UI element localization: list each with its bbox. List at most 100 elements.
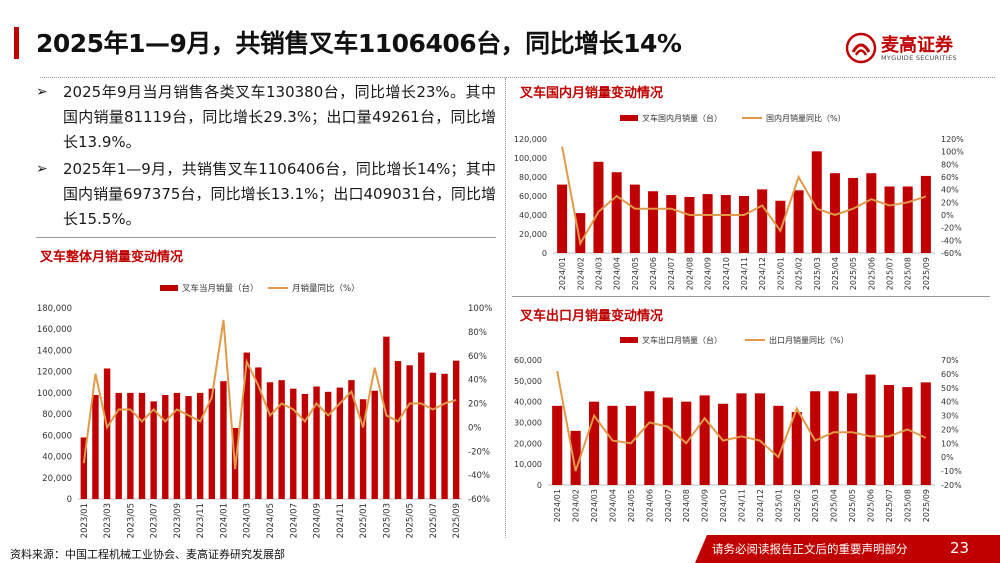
bullet-arrow-icon: ➢ [36,161,48,177]
x-tick-label: 2023/09 [173,503,183,538]
bar [684,196,695,253]
x-tick-label: 2025/04 [830,489,839,522]
y2-tick-label: 60% [941,370,959,379]
x-tick-label: 2024/04 [613,257,622,290]
bar [607,405,618,485]
x-tick-label: 2025/09 [922,489,931,522]
x-tick-label: 2024/03 [243,503,253,538]
export-panel-title: 叉车出口月销量变动情况 [520,309,664,324]
x-tick-label: 2024/04 [609,489,618,522]
y-tick-label: 60,000 [42,431,72,441]
x-tick-label: 2025/02 [795,257,804,290]
bar [570,430,581,485]
x-tick-label: 2024/09 [701,489,710,522]
x-tick-label: 2025/07 [885,489,894,522]
y-tick-label: 10,000 [514,460,542,469]
y-tick-label: 40,000 [42,453,72,463]
x-tick-label: 2025/01 [359,503,369,538]
x-tick-label: 2024/01 [558,257,567,290]
y2-tick-label: 20% [941,425,959,434]
legend-bar-label: 叉车出口月销量（台） [642,335,722,345]
bar [324,391,332,499]
x-tick-label: 2025/08 [903,489,912,522]
footer-disclaimer: 请务必阅读报告正文后的重要声明部分 [712,542,908,556]
bar [80,437,88,499]
bar [828,391,839,485]
bullet-text: 2025年1—9月，共销售叉车1106406台，同比增长14%；其中国内销量69… [63,160,496,228]
x-tick-label: 2025/07 [429,503,439,538]
bar [383,336,390,499]
bullet-arrow-icon: ➢ [36,84,48,100]
yoy-line [556,370,927,472]
x-tick-label: 2025/03 [811,489,820,522]
bar [301,393,309,499]
x-tick-label: 2024/07 [289,503,299,538]
bar [348,380,355,499]
bar [255,367,262,499]
x-tick-label: 2024/08 [685,257,694,290]
bar [429,372,437,499]
bar [629,184,640,253]
bullet-text: 2025年9月当月销售各类叉车130380台，同比增长23%。其中国内销量811… [63,83,496,151]
y-tick-label: 180,000 [37,304,72,314]
y-tick-label: 120,000 [514,135,547,144]
y2-tick-label: 100% [468,304,492,314]
bar [452,360,460,499]
y2-tick-label: 20% [941,198,959,207]
y2-tick-label: 40% [941,186,959,195]
bar [127,392,134,499]
bar [394,361,402,499]
x-tick-label: 2024/07 [664,489,673,522]
y-tick-label: 20,000 [514,439,542,448]
bar [866,173,877,253]
title-accent-bar [14,27,19,59]
y-tick-label: 160,000 [37,325,72,335]
x-tick-label: 2024/05 [631,257,640,290]
y-tick-label: 40,000 [519,211,547,220]
bar [243,352,250,499]
header-rule [40,77,995,78]
bar [884,186,895,253]
bar [902,387,913,485]
x-tick-label: 2024/12 [756,489,765,522]
logo-text: 麦高证券 [881,35,953,56]
bar [757,189,768,253]
bar [793,190,804,253]
bar [718,403,729,485]
y-tick-label: 100,000 [37,389,72,399]
bar [278,380,285,499]
bar [103,368,111,499]
y-tick-label: 20,000 [42,474,72,484]
legend-bar-swatch [160,285,178,291]
x-tick-label: 2023/01 [80,503,90,538]
overall-panel-rule [36,237,496,238]
bar [290,388,297,499]
y2-tick-label: 0% [468,423,482,433]
legend-line-label: 国内月销量同比（%） [766,113,846,123]
x-tick-label: 2024/02 [576,257,585,290]
y2-tick-label: 60% [468,352,487,362]
bar [208,388,216,499]
x-tick-label: 2024/07 [667,257,676,290]
bar [150,401,157,499]
bar [644,391,655,485]
y2-tick-label: -10% [941,467,962,476]
x-tick-label: 2024/08 [682,489,691,522]
y-tick-label: 60,000 [519,192,547,201]
bar [865,374,876,485]
y-tick-label: 0 [537,481,542,490]
bar [406,365,413,499]
bar [702,194,713,253]
bar [220,381,227,499]
bar [611,172,622,253]
x-tick-label: 2023/03 [103,503,113,538]
y-tick-label: 140,000 [37,346,72,356]
y2-tick-label: 40% [941,398,959,407]
x-tick-label: 2025/05 [406,503,416,538]
page-number: 23 [950,539,970,557]
x-tick-label: 2024/09 [313,503,323,538]
logo-mark-icon [845,32,877,64]
y-tick-label: 120,000 [37,368,72,378]
